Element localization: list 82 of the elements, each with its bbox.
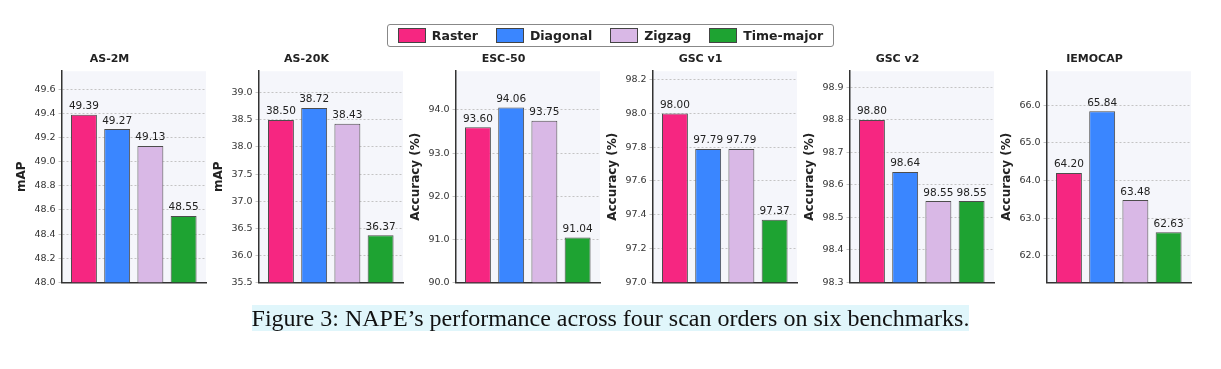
chart-title: AS-2M <box>89 52 130 66</box>
data-label: 91.04 <box>562 221 593 234</box>
y-tick-label: 49.0 <box>34 155 56 167</box>
data-label: 38.43 <box>332 108 363 121</box>
legend-label: Zigzag <box>644 28 692 43</box>
y-tick-label: 37.5 <box>231 167 253 179</box>
y-tick-label: 91.0 <box>428 232 450 244</box>
y-axis-title: Accuracy (%) <box>605 132 620 221</box>
y-tick-label: 48.4 <box>34 227 56 239</box>
data-label: 98.00 <box>659 97 690 110</box>
y-tick-label: 39.0 <box>231 86 253 98</box>
data-label: 49.27 <box>102 113 133 126</box>
y-tick-label: 48.0 <box>34 275 56 287</box>
data-label: 63.48 <box>1120 184 1151 197</box>
legend-label: Diagonal <box>529 28 593 43</box>
chart-title: AS-20K <box>284 52 330 66</box>
chart-title: IEMOCAP <box>1066 52 1123 66</box>
data-label: 98.55 <box>923 185 954 198</box>
y-tick-label: 97.4 <box>625 208 647 220</box>
y-tick-label: 63.0 <box>1019 211 1041 223</box>
y-tick-label: 98.8 <box>822 113 844 125</box>
y-tick-label: 66.0 <box>1019 98 1041 110</box>
y-tick-label: 38.0 <box>231 140 253 152</box>
y-axis-title: mAP <box>211 161 226 193</box>
y-tick-label: 98.9 <box>822 80 844 92</box>
y-tick-label: 98.7 <box>822 145 844 157</box>
data-label: 98.64 <box>890 156 921 169</box>
y-tick-label: 97.8 <box>625 140 647 152</box>
y-tick-label: 93.0 <box>428 146 450 158</box>
y-tick-label: 36.5 <box>231 221 253 233</box>
y-tick-label: 49.4 <box>34 106 56 118</box>
data-label: 48.55 <box>168 200 199 213</box>
y-tick-label: 94.0 <box>428 103 450 115</box>
data-label: 38.50 <box>265 104 296 117</box>
data-label: 97.79 <box>693 133 724 146</box>
y-axis-title: Accuracy (%) <box>408 132 423 221</box>
y-tick-label: 48.2 <box>34 251 56 263</box>
y-tick-label: 98.0 <box>625 106 647 118</box>
data-label: 49.39 <box>68 99 99 112</box>
y-tick-label: 98.5 <box>822 210 844 222</box>
y-tick-label: 62.0 <box>1019 249 1041 261</box>
data-label: 97.79 <box>726 133 757 146</box>
data-label: 49.13 <box>135 130 166 143</box>
y-tick-label: 98.6 <box>822 178 844 190</box>
y-tick-label: 36.0 <box>231 248 253 260</box>
y-tick-label: 65.0 <box>1019 136 1041 148</box>
caption: Figure 3: NAPE’s performance across four scan orders on six benchmarks. <box>251 305 970 331</box>
data-label: 36.37 <box>365 219 396 232</box>
data-label: 98.80 <box>856 104 887 117</box>
y-axis-title: Accuracy (%) <box>802 132 817 221</box>
data-label: 93.60 <box>462 111 493 124</box>
data-label: 94.06 <box>496 91 527 104</box>
legend-label: Raster <box>431 28 478 43</box>
chart-title: GSC v1 <box>678 52 723 66</box>
y-tick-label: 98.2 <box>625 73 647 85</box>
y-tick-label: 49.6 <box>34 82 56 94</box>
data-label: 38.72 <box>299 92 330 105</box>
y-tick-label: 35.5 <box>231 275 253 287</box>
y-tick-label: 97.6 <box>625 174 647 186</box>
y-tick-label: 90.0 <box>428 275 450 287</box>
y-axis-title: mAP <box>14 161 29 193</box>
data-label: 64.20 <box>1053 157 1084 170</box>
chart-title: ESC-50 <box>481 52 526 66</box>
data-label: 62.63 <box>1153 216 1184 229</box>
y-tick-label: 48.6 <box>34 203 56 215</box>
y-tick-label: 97.0 <box>625 275 647 287</box>
data-label: 65.84 <box>1087 95 1118 108</box>
y-tick-label: 98.3 <box>822 275 844 287</box>
y-tick-label: 92.0 <box>428 189 450 201</box>
legend-label: Time-major <box>743 28 824 43</box>
data-label: 93.75 <box>529 105 560 118</box>
y-tick-label: 64.0 <box>1019 173 1041 185</box>
y-tick-label: 37.0 <box>231 194 253 206</box>
y-axis-title: Accuracy (%) <box>999 132 1014 221</box>
y-tick-label: 49.2 <box>34 131 56 143</box>
y-tick-label: 38.5 <box>231 113 253 125</box>
y-tick-label: 48.8 <box>34 179 56 191</box>
y-tick-label: 98.4 <box>822 243 844 255</box>
y-tick-label: 97.2 <box>625 241 647 253</box>
data-label: 98.55 <box>956 185 987 198</box>
data-label: 97.37 <box>759 204 790 217</box>
chart-title: GSC v2 <box>875 52 920 66</box>
